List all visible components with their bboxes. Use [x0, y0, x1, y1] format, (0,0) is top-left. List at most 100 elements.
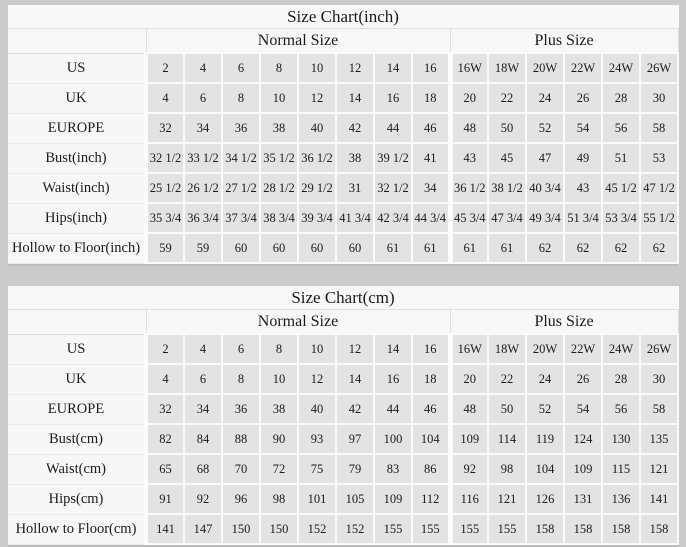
row-label: EUROPE [8, 112, 148, 144]
size-cell: 62 [525, 232, 565, 264]
size-cell: 12 [335, 333, 375, 365]
size-cell: 88 [221, 423, 261, 455]
size-cell: 141 [638, 483, 680, 515]
size-cell: 72 [259, 453, 299, 485]
size-cell: 10 [297, 333, 337, 365]
size-cell: 32 [145, 393, 185, 425]
size-cell: 6 [221, 333, 261, 365]
size-cell: 46 [411, 112, 451, 144]
size-cell: 4 [183, 52, 223, 84]
size-cell: 68 [183, 453, 223, 485]
size-cell: 105 [335, 483, 375, 515]
size-cell: 84 [183, 423, 223, 455]
size-cell: 109 [447, 423, 489, 455]
table-title: Size Chart(cm) [8, 286, 679, 310]
size-cell: 62 [601, 232, 641, 264]
size-cell: 24 [525, 363, 565, 395]
size-cell: 45 3/4 [447, 202, 489, 234]
table-row: Bust(cm) 82 84 88 90 93 97 100 104 109 114 119 124 13… [8, 423, 680, 455]
size-chart-inch-block: Size Chart(inch) Normal Size Plus Size U… [8, 5, 680, 266]
size-cell: 38 [335, 142, 375, 174]
size-cell: 38 [259, 112, 299, 144]
size-cell: 155 [487, 513, 527, 545]
size-cell: 8 [221, 82, 261, 114]
size-cell: 65 [145, 453, 185, 485]
size-cell: 8 [259, 333, 299, 365]
size-cell: 31 [335, 172, 375, 204]
size-cell: 70 [221, 453, 261, 485]
size-cell: 136 [601, 483, 641, 515]
size-cell: 24 [525, 82, 565, 114]
size-cell: 141 [145, 513, 185, 545]
size-cell: 54 [563, 112, 603, 144]
table-row: Waist(inch) 25 1/2 26 1/2 27 1/2 28 1/2 29 1/… [8, 172, 680, 204]
size-cell: 55 1/2 [638, 202, 680, 234]
size-cell: 51 3/4 [563, 202, 603, 234]
column-group-row: Normal Size Plus Size [8, 309, 679, 335]
size-cell: 16 [411, 333, 451, 365]
size-cell: 101 [297, 483, 337, 515]
size-cell: 26 [563, 82, 603, 114]
size-cell: 6 [183, 82, 223, 114]
size-cell: 4 [145, 82, 185, 114]
size-cell: 4 [183, 333, 223, 365]
size-cell: 49 [563, 142, 603, 174]
size-cell: 10 [259, 82, 299, 114]
size-cell: 28 1/2 [259, 172, 299, 204]
corner-cell [8, 28, 147, 54]
table-row: Hips(cm) 91 92 96 98 101 105 109 112 116 121 126 131… [8, 483, 680, 515]
corner-cell [8, 309, 147, 335]
size-cell: 12 [335, 52, 375, 84]
size-cell: 155 [411, 513, 451, 545]
size-cell: 22W [563, 333, 603, 365]
size-cell: 41 3/4 [335, 202, 375, 234]
size-cell: 45 [487, 142, 527, 174]
size-cell: 34 1/2 [221, 142, 261, 174]
size-cell: 14 [373, 52, 413, 84]
size-cell: 24W [601, 333, 641, 365]
size-cell: 34 [411, 172, 451, 204]
row-label: US [8, 52, 148, 84]
size-cell: 52 [525, 112, 565, 144]
size-cell: 115 [601, 453, 641, 485]
size-cell: 29 1/2 [297, 172, 337, 204]
size-cell: 47 3/4 [487, 202, 527, 234]
size-cell: 124 [563, 423, 603, 455]
size-cell: 20W [525, 333, 565, 365]
size-cell: 18 [411, 82, 451, 114]
column-group-row: Normal Size Plus Size [8, 28, 679, 54]
size-cell: 44 3/4 [411, 202, 451, 234]
table-row: UK 4 6 8 10 12 14 16 18 20 22 24 26 28 30 [8, 82, 680, 114]
row-label: Waist(cm) [8, 453, 148, 485]
size-cell: 16 [373, 82, 413, 114]
size-cell: 104 [411, 423, 451, 455]
size-cell: 25 1/2 [145, 172, 185, 204]
size-cell: 38 3/4 [259, 202, 299, 234]
size-cell: 8 [259, 52, 299, 84]
size-cell: 12 [297, 363, 337, 395]
size-cell: 60 [221, 232, 261, 264]
table-row: Hips(inch) 35 3/4 36 3/4 37 3/4 38 3/4 39 3/4… [8, 202, 680, 234]
size-cell: 16W [447, 333, 489, 365]
size-cell: 41 [411, 142, 451, 174]
size-cell: 12 [297, 82, 337, 114]
size-cell: 119 [525, 423, 565, 455]
size-cell: 82 [145, 423, 185, 455]
size-cell: 37 3/4 [221, 202, 261, 234]
size-chart-cm-table: Size Chart(cm) Normal Size Plus Size US 2… [8, 286, 680, 545]
size-cell: 20 [447, 82, 489, 114]
normal-size-header: Normal Size [145, 309, 451, 335]
size-cell: 26W [638, 52, 680, 84]
size-cell: 86 [411, 453, 451, 485]
size-cell: 4 [145, 363, 185, 395]
size-cell: 18W [487, 333, 527, 365]
size-cell: 150 [259, 513, 299, 545]
table-title: Size Chart(inch) [8, 5, 679, 29]
size-cell: 14 [373, 333, 413, 365]
size-cell: 28 [601, 82, 641, 114]
size-cell: 8 [221, 363, 261, 395]
size-cell: 54 [563, 393, 603, 425]
size-cell: 158 [563, 513, 603, 545]
size-cell: 26W [638, 333, 680, 365]
size-cell: 14 [335, 82, 375, 114]
